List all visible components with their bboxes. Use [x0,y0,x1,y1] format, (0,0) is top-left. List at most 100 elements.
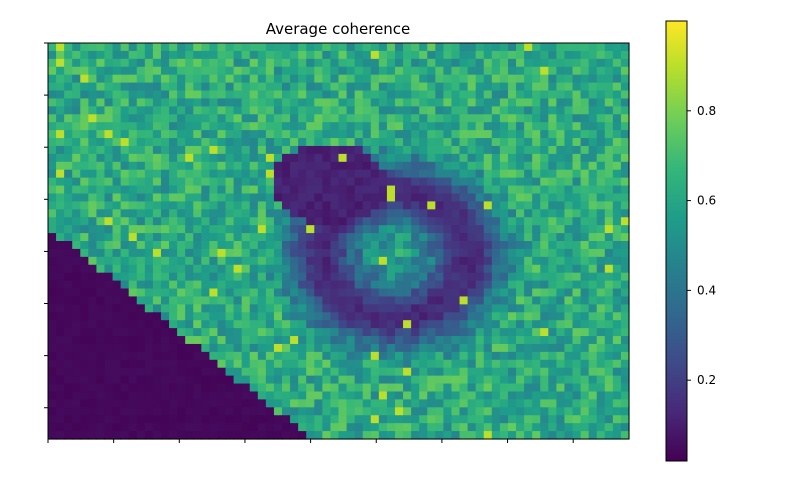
heatmap-cell [177,130,186,139]
heatmap-cell [298,367,307,377]
heatmap-cell [273,359,283,369]
heatmap-cell [394,114,404,123]
heatmap-cell [201,241,210,250]
heatmap-cell [112,407,122,416]
heatmap-cell [596,367,606,377]
heatmap-cell [451,177,461,187]
heatmap-cell [491,122,501,131]
heatmap-cell [620,407,630,416]
heatmap-cell [322,367,332,377]
heatmap-cell [491,248,501,258]
heatmap-cell [588,272,598,282]
heatmap-cell [548,225,557,234]
heatmap-cell [499,98,509,107]
heatmap-cell [185,241,194,250]
heatmap-cell [403,90,412,100]
heatmap-cell [152,145,162,155]
heatmap-cell [604,248,614,258]
heatmap-cell [467,383,477,393]
heatmap-cell [257,177,267,187]
heatmap-cell [483,169,493,179]
heatmap-cell [273,114,283,123]
heatmap-cell [241,383,251,393]
heatmap-cell [169,375,178,385]
heatmap-cell [556,82,566,92]
heatmap-cell [451,407,461,416]
heatmap-cell [507,193,517,202]
heatmap-cell [64,66,73,76]
heatmap-cell [201,50,210,60]
heatmap-cell [516,43,525,52]
heatmap-cell [136,351,146,361]
heatmap-cell [443,296,453,305]
heatmap-cell [580,248,590,258]
heatmap-cell [282,98,291,107]
heatmap-cell [48,43,57,52]
heatmap-cell [241,375,251,385]
heatmap-cell [290,367,299,377]
heatmap-cell [370,320,380,329]
heatmap-cell [491,312,501,321]
heatmap-cell [144,130,154,139]
heatmap-cell [346,185,356,195]
heatmap-cell [160,415,170,424]
heatmap-cell [378,90,388,100]
heatmap-cell [169,90,178,100]
heatmap-cell [273,343,283,353]
heatmap-cell [104,280,114,290]
heatmap-cell [419,336,428,345]
heatmap-cell [104,90,114,100]
heatmap-cell [483,50,493,60]
heatmap-cell [491,320,501,329]
heatmap-cell [419,296,428,305]
heatmap-cell [491,169,501,179]
heatmap-cell [362,296,372,305]
heatmap-cell [112,264,122,274]
heatmap-cell [290,43,299,52]
heatmap-cell [403,423,412,432]
heatmap-cell [378,130,388,139]
heatmap-cell [459,233,469,242]
heatmap-cell [491,138,501,147]
heatmap-cell [217,138,227,147]
heatmap-cell [491,217,501,226]
heatmap-cell [80,209,89,218]
heatmap-cell [354,359,364,369]
heatmap-cell [225,431,235,440]
heatmap-cell [467,367,477,377]
heatmap-cell [169,177,178,187]
heatmap-cell [152,82,162,92]
heatmap-cell [48,138,57,147]
heatmap-cell [620,264,630,274]
heatmap-cell [612,304,622,313]
heatmap-cell [80,256,89,266]
heatmap-cell [459,114,469,123]
heatmap-cell [411,343,420,353]
heatmap-cell [524,233,533,242]
heatmap-cell [516,328,525,337]
heatmap-cell [419,367,428,377]
heatmap-cell [273,391,283,400]
heatmap-cell [524,177,533,187]
heatmap-cell [64,351,73,361]
heatmap-cell [612,217,622,226]
heatmap-cell [233,415,243,424]
heatmap-cell [322,153,332,163]
heatmap-cell [524,272,533,282]
heatmap-cell [403,288,412,298]
heatmap-cell [467,66,477,76]
heatmap-cell [96,391,106,400]
heatmap-cell [403,161,412,171]
heatmap-cell [48,391,57,400]
heatmap-cell [338,233,348,242]
heatmap-cell [136,367,146,377]
heatmap-cell [524,122,533,131]
heatmap-cell [532,241,541,250]
heatmap-cell [499,225,509,234]
heatmap-cell [112,82,122,92]
heatmap-cell [169,122,178,131]
heatmap-cell [378,296,388,305]
heatmap-cell [185,336,194,345]
heatmap-cell [459,161,469,171]
heatmap-cell [96,185,106,195]
